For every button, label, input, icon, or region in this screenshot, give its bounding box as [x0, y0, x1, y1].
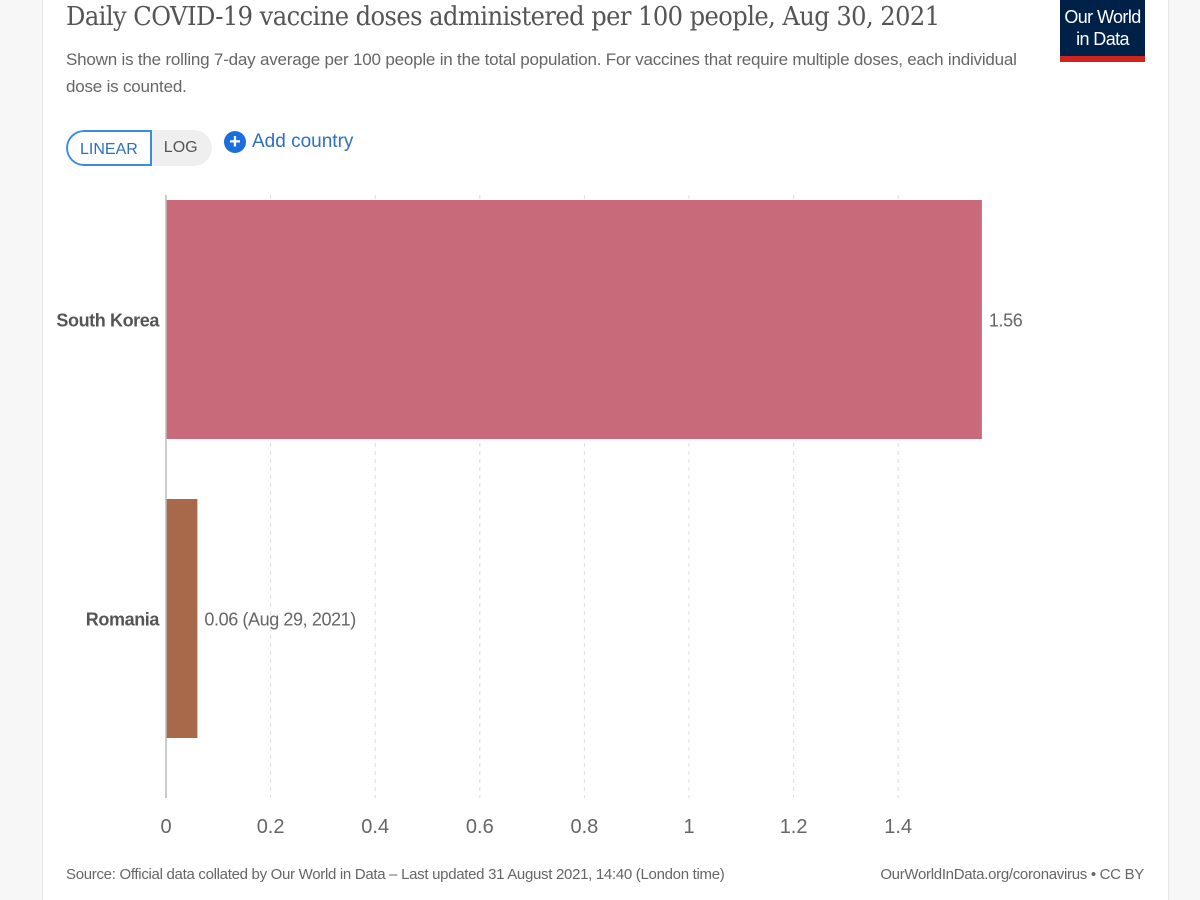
x-tick-label: 1.4 — [884, 816, 912, 838]
category-label: South Korea — [56, 311, 160, 331]
x-tick-label: 1.2 — [780, 816, 808, 838]
owid-logo[interactable]: Our World in Data — [1060, 0, 1145, 62]
value-label: 0.06 (Aug 29, 2021) — [204, 610, 356, 630]
category-label: Romania — [86, 610, 161, 630]
log-scale-button[interactable]: LOG — [151, 130, 212, 166]
chart-title: Daily COVID-19 vaccine doses administere… — [66, 2, 940, 32]
scale-toggle: LINEAR LOG — [66, 130, 212, 166]
x-tick-label: 1 — [683, 816, 694, 838]
x-tick-label: 0.8 — [570, 816, 598, 838]
add-country-button[interactable]: + Add country — [224, 131, 353, 153]
source-note: Source: Official data collated by Our Wo… — [66, 866, 725, 883]
value-label: 1.56 — [989, 311, 1023, 331]
x-tick-label: 0 — [160, 816, 171, 838]
add-country-label: Add country — [252, 131, 354, 152]
source-link[interactable]: OurWorldInData.org/coronavirus • CC BY — [880, 866, 1144, 883]
linear-scale-button[interactable]: LINEAR — [66, 130, 152, 166]
plus-circle-icon: + — [224, 131, 246, 153]
bar-south-korea — [166, 200, 982, 439]
logo-line-1: Our World — [1064, 7, 1141, 27]
bar-romania — [166, 499, 198, 738]
x-tick-label: 0.2 — [257, 816, 285, 838]
logo-line-2: in Data — [1076, 29, 1129, 49]
x-tick-label: 0.6 — [466, 816, 494, 838]
x-tick-label: 0.4 — [361, 816, 389, 838]
chart-subtitle: Shown is the rolling 7-day average per 1… — [66, 50, 1017, 96]
